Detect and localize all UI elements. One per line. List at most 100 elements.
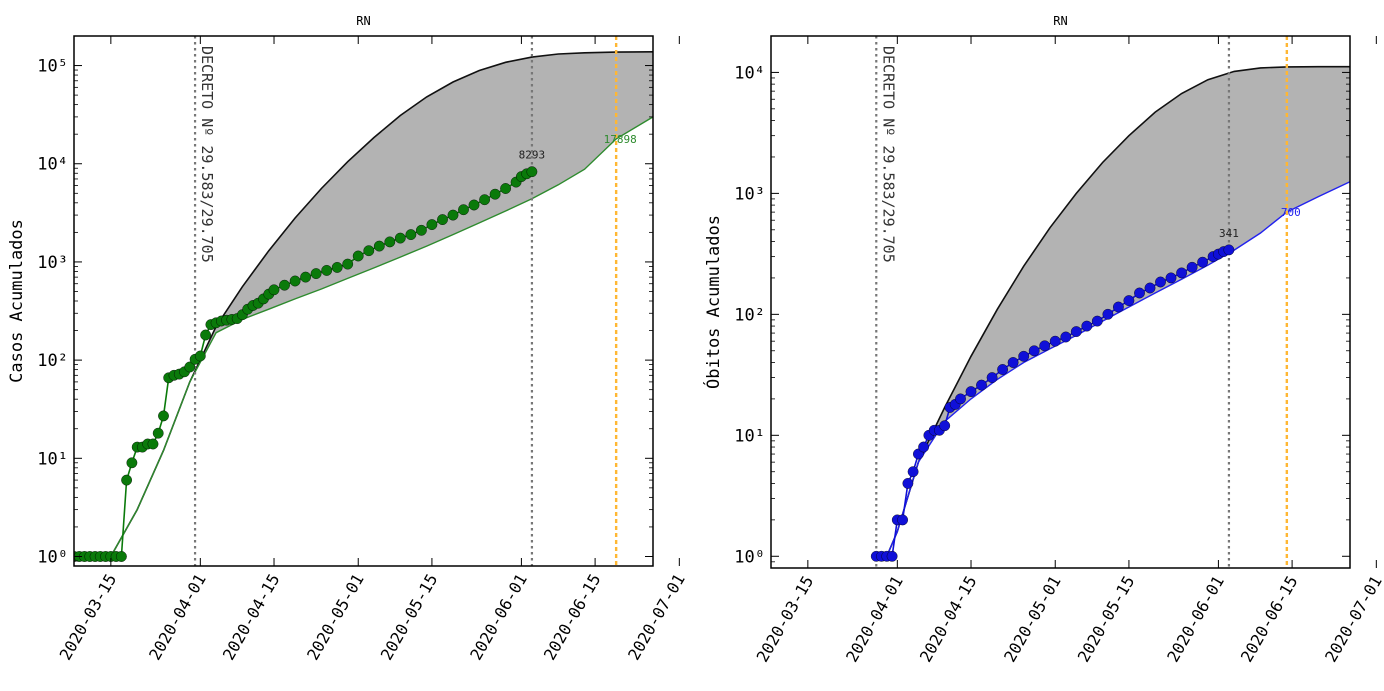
data-point (147, 438, 159, 450)
y-tick-label: 10¹ (37, 449, 68, 469)
x-tick-label: 2020-07-01 (1321, 573, 1384, 666)
data-point (300, 271, 311, 283)
data-point (126, 457, 138, 469)
data-point (1144, 282, 1156, 294)
data-point (1165, 272, 1177, 284)
data-point (200, 329, 212, 341)
y-tick-label: 10⁴ (37, 155, 68, 175)
data-point (342, 258, 354, 270)
plot-area (870, 36, 1350, 568)
data-point (268, 284, 280, 296)
x-tick-label: 2020-04-01 (842, 573, 907, 666)
data-point (1060, 331, 1072, 343)
data-point (116, 551, 127, 562)
data-point (1223, 244, 1235, 256)
data-point (1197, 256, 1209, 268)
projection-value-label: 700 (1281, 206, 1301, 219)
data-point (479, 194, 490, 206)
y-tick-label: 10¹ (734, 426, 765, 446)
data-point (918, 441, 929, 453)
last-value-label: 341 (1219, 227, 1239, 240)
x-tick-label: 2020-03-15 (56, 571, 121, 664)
envelope-band (110, 51, 653, 557)
data-point (310, 268, 322, 279)
data-point (986, 372, 998, 383)
data-point (1176, 267, 1188, 279)
data-point (955, 393, 966, 405)
data-point (1123, 295, 1135, 306)
data-point (1039, 340, 1051, 352)
data-point (997, 364, 1008, 375)
chart-panel-2: DECRETO Nº 29.583/29.705 341 700 10⁰ 10¹ 10² 1… (702, 14, 1384, 665)
y-axis-label: Óbitos Acumulados (702, 215, 724, 389)
data-point (279, 279, 290, 291)
data-point (415, 224, 427, 236)
data-point (194, 350, 206, 362)
decree-annotation: DECRETO Nº 29.583/29.705 (198, 46, 216, 263)
data-point (1018, 350, 1030, 362)
chart-title: RN (356, 14, 370, 28)
data-point (373, 240, 385, 252)
x-tick-label: 2020-05-01 (1000, 573, 1065, 666)
data-point (902, 477, 914, 489)
data-point (1113, 301, 1124, 313)
data-point (363, 245, 375, 257)
chart-panel-1: DECRETO Nº 29.583/29.705 8293 17898 10⁰ 10¹ 1… (7, 14, 689, 663)
data-point (1091, 315, 1103, 327)
y-tick-label: 10² (37, 351, 68, 371)
data-point (289, 275, 301, 287)
data-point (384, 236, 396, 248)
data-point (331, 261, 343, 273)
plot-frame (770, 35, 1351, 569)
data-point (500, 183, 511, 194)
x-tick-label: 2020-06-01 (466, 571, 531, 664)
y-tick-label: 10⁵ (37, 57, 68, 77)
x-tick-label: 2020-06-15 (1237, 573, 1302, 666)
y-tick-label: 10⁴ (734, 63, 765, 83)
x-tick-label: 2020-04-01 (145, 571, 210, 664)
data-point (1081, 320, 1093, 332)
projection-value-label: 17898 (604, 133, 637, 146)
x-tick-label: 2020-06-01 (1163, 573, 1228, 666)
y-axis-label: Casos Acumulados (7, 219, 27, 383)
y-tick-label: 10³ (37, 253, 68, 273)
data-point (437, 214, 448, 226)
data-point (526, 166, 538, 178)
x-tick-label: 2020-03-15 (753, 573, 818, 666)
x-tick-label: 2020-06-15 (540, 571, 605, 664)
y-tick-label: 10⁰ (734, 547, 765, 567)
fit-line (110, 116, 653, 557)
data-point (489, 188, 501, 200)
x-tick-label: 2020-05-01 (303, 571, 368, 664)
data-point (158, 410, 169, 422)
data-point (1134, 287, 1145, 299)
data-point (121, 474, 133, 486)
data-point (184, 361, 196, 373)
data-point (352, 250, 364, 262)
x-tick-label: 2020-04-15 (219, 571, 284, 664)
data-point (152, 427, 164, 439)
data-point (468, 199, 480, 211)
data-point (965, 386, 977, 397)
data-point (976, 379, 987, 391)
data-point (447, 209, 459, 221)
data-point (897, 514, 908, 526)
last-value-label: 8293 (519, 149, 546, 162)
y-tick-label: 10⁰ (37, 547, 68, 567)
x-tick-label: 2020-05-15 (377, 571, 442, 664)
data-point (321, 264, 333, 276)
data-point (1070, 326, 1082, 337)
data-point (394, 232, 406, 244)
data-point (1186, 261, 1198, 273)
x-tick-label: 2020-07-01 (624, 571, 689, 664)
chart-title: RN (1053, 14, 1067, 28)
data-point (939, 420, 951, 432)
data-point (1102, 308, 1114, 320)
data-point (1007, 357, 1019, 368)
x-tick-label: 2020-04-15 (916, 573, 981, 666)
decree-annotation: DECRETO Nº 29.583/29.705 (879, 46, 897, 263)
data-point (1155, 276, 1166, 288)
data-point (405, 229, 417, 241)
y-tick-label: 10³ (734, 184, 765, 204)
